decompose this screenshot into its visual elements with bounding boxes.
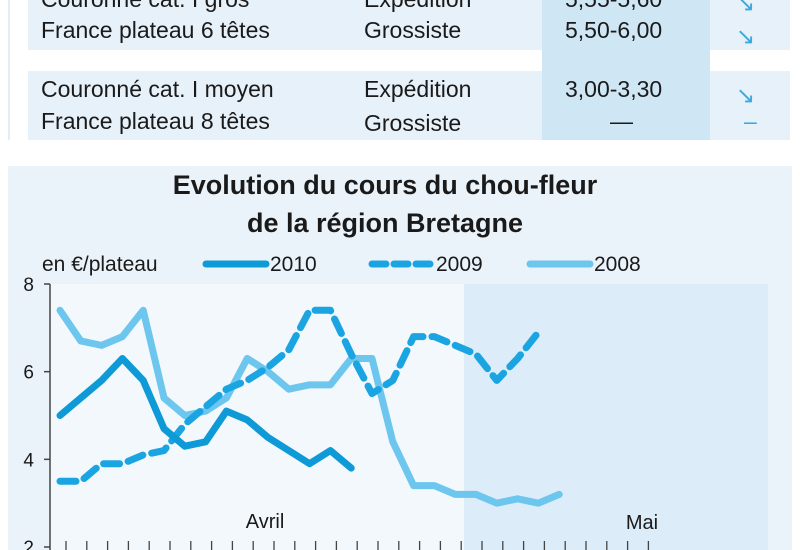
chart-panel: Evolution du cours du chou-fleur de la r… [0,150,800,550]
row-band-1 [28,0,542,50]
legend-label-2008: 2008 [594,253,641,276]
line-chart: 2 4 6 8 Avril Mai en €/plateau 2010 2009 2008 [23,253,768,550]
series-line-2010 [56,355,355,472]
plot-area-april [50,284,464,550]
trend-down-icon: ↘ [736,82,756,108]
table-cell-product: Couronné cat. I gros [41,0,249,11]
period-label-may: Mai [626,512,658,534]
legend-label-2010: 2010 [270,253,317,276]
trend-flat-icon: – [744,108,757,134]
table-left-border [8,0,10,140]
table-cell-price: — [610,108,633,134]
legend-label-2009: 2009 [436,253,483,276]
row-band-1-trend [710,0,790,50]
table-cell-market: Expédition [364,0,471,11]
y-tick-label: 4 [23,450,34,471]
table-cell-product: France plateau 6 têtes [41,17,270,43]
price-column-band [542,0,710,140]
y-tick-label: 6 [23,363,34,384]
trend-down-icon: ↘ [736,23,756,49]
table-cell-product: Couronné cat. I moyen [41,76,274,102]
chart-title-line-1: Evolution du cours du chou-fleur [172,170,598,200]
period-label-april: Avril [246,511,285,533]
trend-down-icon: ↘ [736,0,756,16]
table-cell-market: Grossiste [364,110,462,136]
table-cell-market: Grossiste [364,17,462,43]
table-cell-market: Expédition [364,76,472,102]
plot-area-may [464,284,768,550]
y-tick-label: 8 [23,275,34,296]
series-line-2008 [56,306,563,507]
y-tick-label: 2 [23,538,34,550]
row-band-2-trend [710,71,790,140]
row-band-2 [28,71,542,140]
table-cell-price: 5,55-5,60 [565,0,662,11]
series-line-2009 [56,306,542,485]
chart-title-line-2: de la région Bretagne [246,208,524,238]
unit-label: en €/plateau [42,253,158,276]
table-cell-price: 3,00-3,30 [565,76,663,102]
table-cell-price: 5,50-6,00 [565,17,663,43]
table-cell-product: France plateau 8 têtes [41,108,270,134]
price-table: Couronné cat. I gros Expédition 5,55-5,6… [0,0,800,150]
